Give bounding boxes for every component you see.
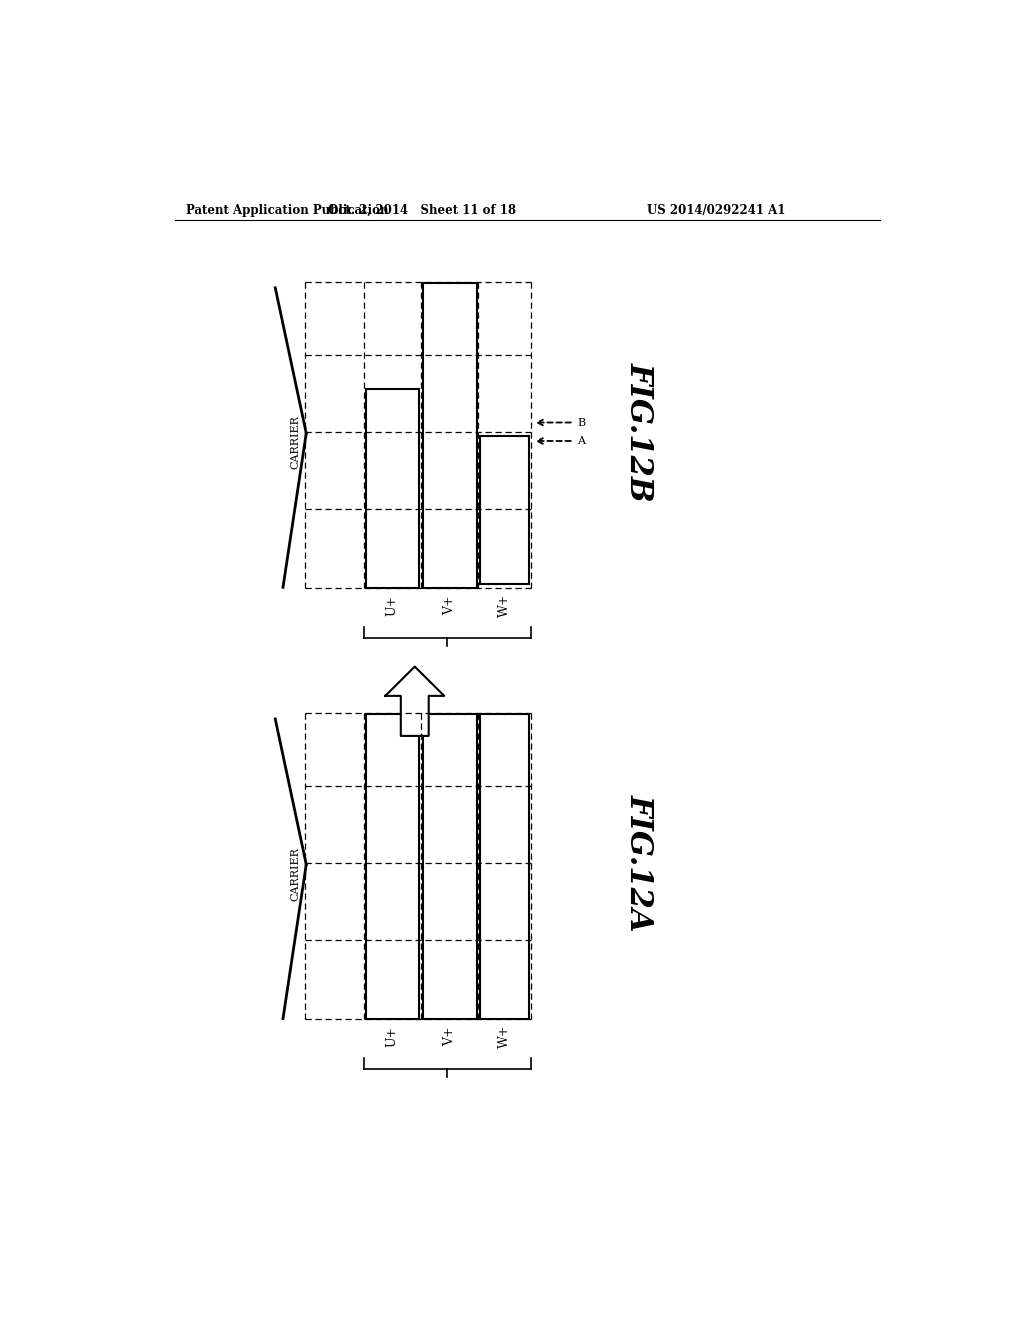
Text: FIG.12B: FIG.12B (624, 362, 655, 502)
Text: Oct. 2, 2014   Sheet 11 of 18: Oct. 2, 2014 Sheet 11 of 18 (329, 205, 516, 218)
Text: V+: V+ (443, 595, 456, 615)
Bar (480, 714, 529, 1019)
Bar (366, 389, 420, 589)
Bar (423, 284, 477, 589)
Bar (366, 714, 420, 1019)
Text: CARRIER: CARRIER (291, 847, 300, 900)
Text: W+: W+ (498, 593, 511, 616)
Polygon shape (385, 667, 444, 737)
Text: US 2014/0292241 A1: US 2014/0292241 A1 (647, 205, 785, 218)
Text: A: A (578, 436, 586, 446)
Bar (480, 436, 529, 585)
Bar (423, 714, 477, 1019)
Text: W+: W+ (498, 1024, 511, 1048)
Text: CARRIER: CARRIER (291, 416, 300, 470)
Text: Patent Application Publication: Patent Application Publication (186, 205, 389, 218)
Text: B: B (578, 417, 586, 428)
Text: U+: U+ (386, 1026, 398, 1047)
Text: U+: U+ (386, 594, 398, 615)
Text: FIG.12A: FIG.12A (624, 795, 655, 932)
Text: V+: V+ (443, 1027, 456, 1045)
